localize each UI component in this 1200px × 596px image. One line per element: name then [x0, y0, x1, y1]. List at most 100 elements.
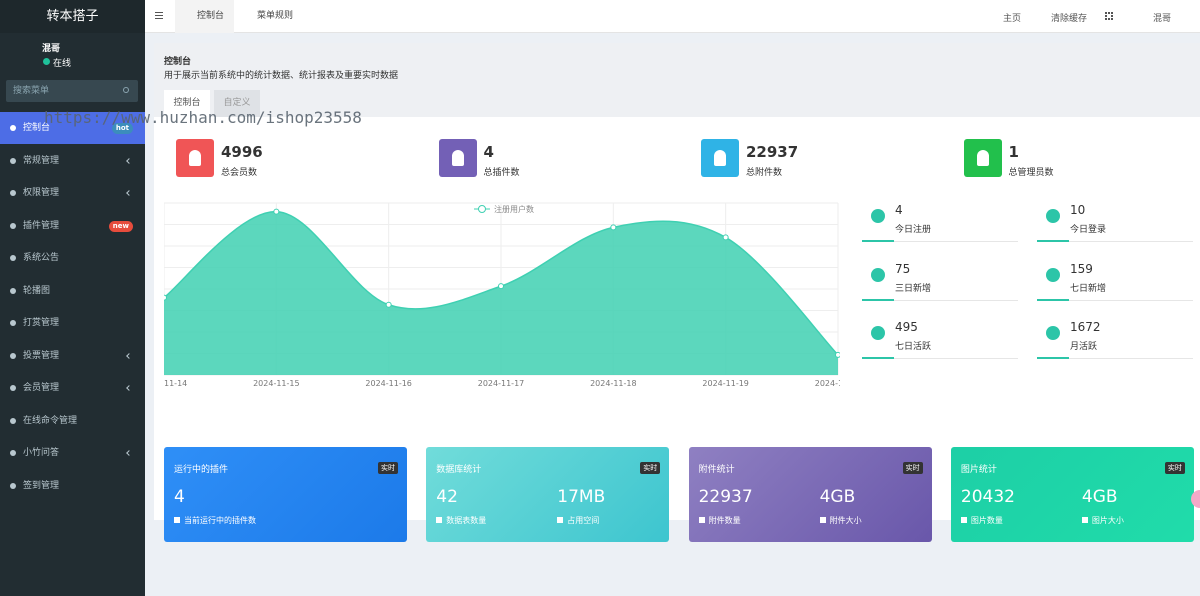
menu-item[interactable]: 插件管理 new	[0, 210, 145, 242]
side-stat-icon	[871, 267, 885, 282]
card-value: 4	[174, 487, 185, 507]
page-tab[interactable]: 自定义	[214, 90, 260, 117]
top-tab[interactable]: 菜单规则	[257, 11, 294, 21]
search-placeholder: 搜索菜单	[13, 86, 50, 96]
menu-item[interactable]: 常规管理	[0, 145, 145, 177]
divider	[1037, 358, 1193, 359]
menu-label: 在线命令管理	[23, 415, 78, 426]
icon-glyph	[714, 150, 726, 166]
card-label-icon	[1081, 517, 1088, 523]
legend-marker	[478, 205, 486, 213]
menu-badge: hot	[111, 123, 133, 134]
menu-icon	[10, 450, 16, 456]
stat-icon	[176, 139, 214, 177]
card-label: 附件数量	[708, 516, 741, 525]
card-label-icon	[436, 517, 443, 523]
side-stat-label: 今日登录	[1070, 225, 1107, 235]
card-label: 附件大小	[829, 516, 862, 525]
side-stat-icon	[871, 326, 885, 340]
card-title: 运行中的插件	[174, 465, 229, 475]
menu-icon	[10, 190, 16, 196]
menu-item[interactable]: 控制台 hot	[0, 112, 145, 144]
stat-value: 4996	[221, 143, 263, 161]
stat-icon	[963, 139, 1002, 177]
submenu-arrow	[126, 352, 132, 359]
x-tick-label: 2024-11-19	[702, 379, 749, 388]
menu-icon	[10, 255, 16, 261]
sidebar: 转本搭子 混哥 在线 搜索菜单 控制台 hot 常规管理 权限管理 插件管理 new 系统公…	[0, 0, 145, 596]
card-badge: 实时	[378, 462, 398, 474]
side-stat-label: 今日注册	[895, 225, 932, 235]
page-tab[interactable]: 控制台	[164, 90, 210, 117]
menu-icon	[10, 157, 16, 164]
x-tick-label: 2024-11-14	[164, 379, 187, 388]
x-tick-label: 2024-11-15	[253, 379, 299, 388]
card-label-icon	[960, 517, 967, 523]
data-point	[722, 234, 729, 241]
brand[interactable]: 转本搭子	[0, 0, 145, 33]
card-label-icon	[174, 517, 180, 523]
top-bar: 混哥 控制台 菜单规则 主页 清除缓存	[145, 0, 1200, 33]
menu-label: 轮播图	[23, 285, 51, 296]
top-user[interactable]: 混哥	[1153, 14, 1172, 24]
card-label-icon	[557, 517, 564, 523]
submenu-arrow	[126, 157, 132, 164]
menu-toggle[interactable]	[155, 12, 163, 19]
menu-item[interactable]: 系统公告	[0, 242, 145, 274]
menu-label: 控制台	[23, 123, 51, 133]
menu-icon	[10, 352, 16, 359]
divider	[862, 358, 1018, 359]
stat-icon	[701, 139, 739, 177]
stat-label: 总插件数	[483, 168, 520, 178]
data-point	[385, 301, 392, 308]
x-tick-label: 2024-11-18	[590, 379, 637, 388]
x-tick-label: 2024-11-16	[365, 379, 412, 388]
submenu-arrow	[126, 385, 132, 391]
data-point	[610, 224, 617, 231]
stat-card: 运行中的插件 实时 4 当前运行中的插件数	[164, 447, 407, 542]
menu-item[interactable]: 打赏管理	[0, 307, 145, 339]
top-link[interactable]: 清除缓存	[1051, 14, 1088, 24]
search-menu[interactable]: 搜索菜单	[6, 80, 138, 102]
menu-label: 系统公告	[23, 253, 60, 263]
menu-icon	[10, 482, 16, 489]
x-tick-label: 2024-11-17	[478, 379, 525, 388]
menu-item[interactable]: 小竹问答	[0, 437, 145, 469]
side-stat-value: 4	[895, 203, 903, 217]
fullscreen[interactable]	[1105, 12, 1113, 20]
divider-accent	[862, 357, 894, 359]
stat-label: 总附件数	[746, 168, 783, 178]
data-point	[273, 208, 280, 215]
card-title: 附件统计	[698, 465, 735, 475]
stat-card: 附件统计 实时 22937 附件数量 4GB 附件大小	[688, 447, 932, 542]
icon-glyph	[189, 150, 201, 166]
menu-icon	[10, 125, 16, 131]
side-stat-label: 三日新增	[895, 283, 932, 294]
side-stat-label: 月活跃	[1070, 342, 1098, 352]
card-badge: 实时	[902, 462, 923, 474]
stat-label: 总会员数	[221, 168, 258, 178]
menu-item[interactable]: 投票管理	[0, 340, 145, 372]
user-status: 在线	[53, 59, 72, 69]
side-stat-icon	[1046, 326, 1060, 340]
menu-item[interactable]: 在线命令管理	[0, 405, 145, 437]
top-link[interactable]: 主页	[1003, 14, 1022, 24]
divider	[1037, 299, 1193, 301]
page-subtitle: 用于展示当前系统中的统计数据、统计报表及重要实时数据	[164, 71, 399, 81]
menu-icon	[10, 287, 16, 294]
data-point	[498, 283, 504, 290]
menu-item[interactable]: 权限管理	[0, 177, 145, 209]
card-value: 17MB	[557, 487, 606, 507]
menu-item[interactable]: 签到管理	[0, 470, 145, 502]
card-value: 20432	[960, 487, 1015, 507]
card-value: 42	[436, 487, 458, 507]
area-chart: 注册用户数 2024-11-14 2024-11-15 2024-11-16 2024-…	[164, 202, 840, 388]
top-tab[interactable]: 控制台	[175, 0, 235, 33]
float-button[interactable]	[1191, 490, 1200, 508]
search-icon	[123, 87, 129, 93]
card-label: 当前运行中的插件数	[184, 516, 256, 525]
menu-item[interactable]: 轮播图	[0, 275, 145, 307]
divider-accent	[1037, 298, 1069, 301]
menu-item[interactable]: 会员管理	[0, 372, 145, 404]
card-value: 22937	[698, 487, 753, 507]
